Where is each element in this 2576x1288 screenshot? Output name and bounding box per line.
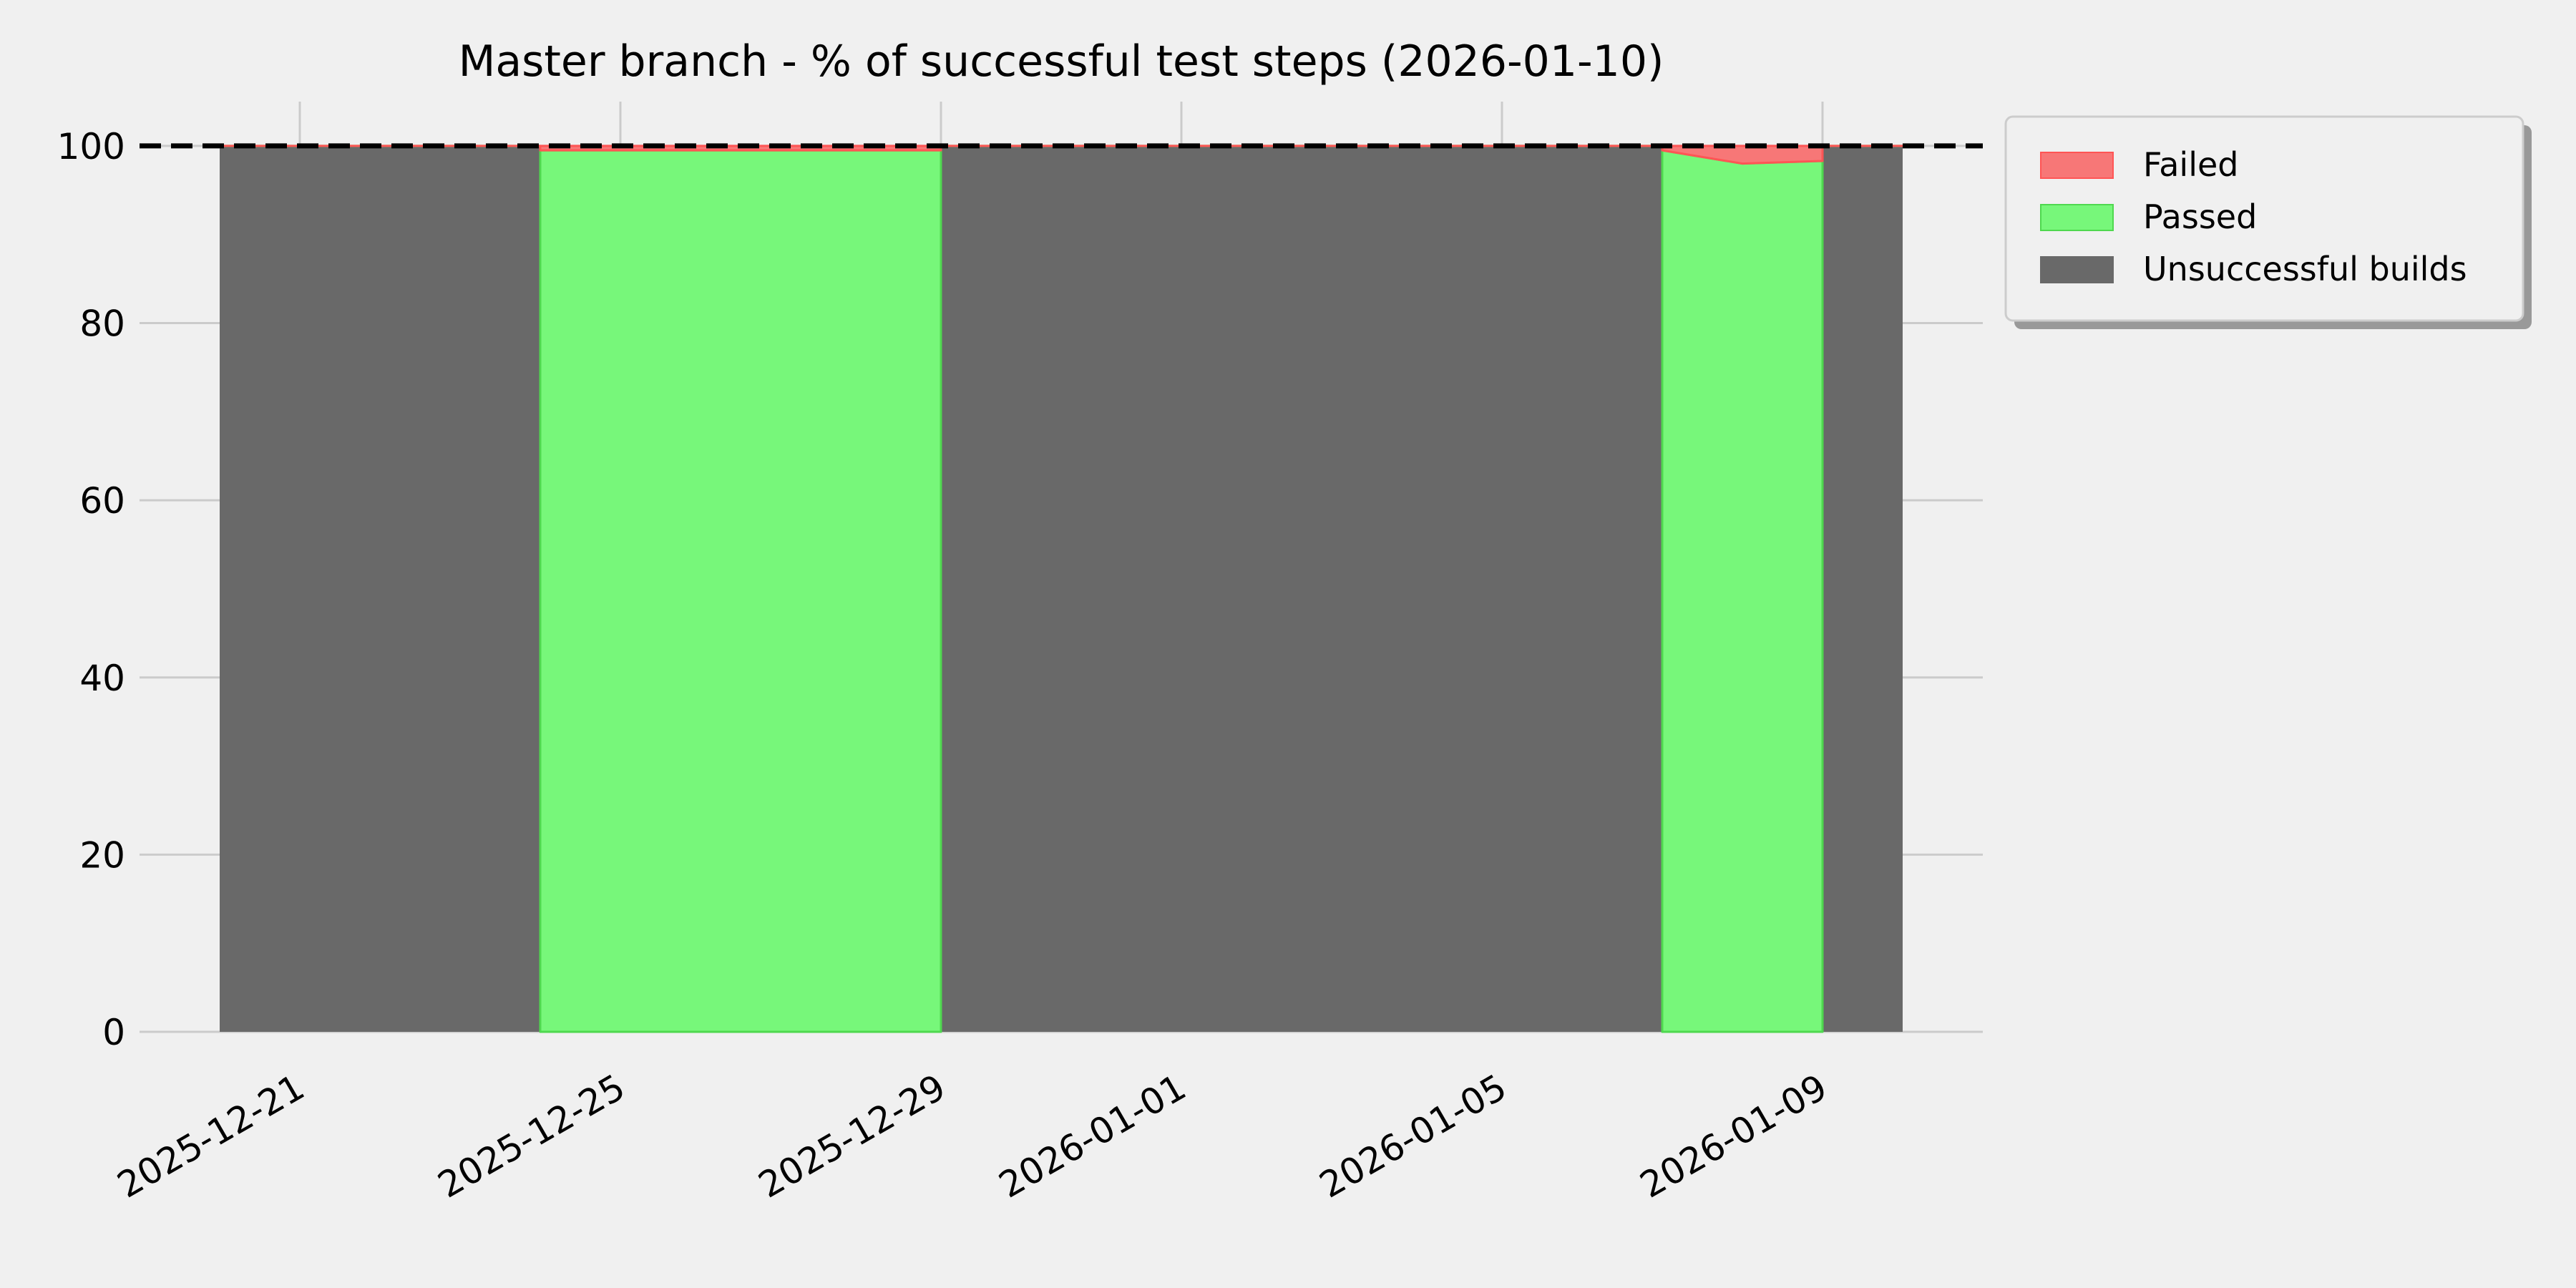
area-failed	[218, 145, 1904, 165]
y-tick-label: 80	[79, 303, 125, 345]
legend-frame	[2004, 115, 2524, 322]
legend-label: Passed	[2143, 197, 2257, 236]
legend-swatch	[2040, 256, 2114, 283]
legend: Failed Passed Unsuccessful builds	[2004, 115, 2532, 329]
areas	[218, 145, 1904, 1033]
y-tick-label: 60	[79, 480, 125, 522]
legend-label: Unsuccessful builds	[2143, 250, 2467, 288]
y-tick-label: 100	[57, 126, 125, 167]
y-tick-label: 20	[79, 834, 125, 876]
legend-swatch	[2040, 152, 2114, 179]
legend-swatch	[2040, 204, 2114, 231]
y-tick-label: 0	[102, 1012, 125, 1053]
legend-label: Failed	[2143, 145, 2239, 184]
area-unsuccessful-builds	[220, 145, 1903, 1032]
y-tick-labels: 0 20 40 60 80 100	[57, 126, 125, 1053]
y-tick-label: 40	[79, 658, 125, 699]
chart-title: Master branch - % of successful test ste…	[459, 36, 1664, 87]
